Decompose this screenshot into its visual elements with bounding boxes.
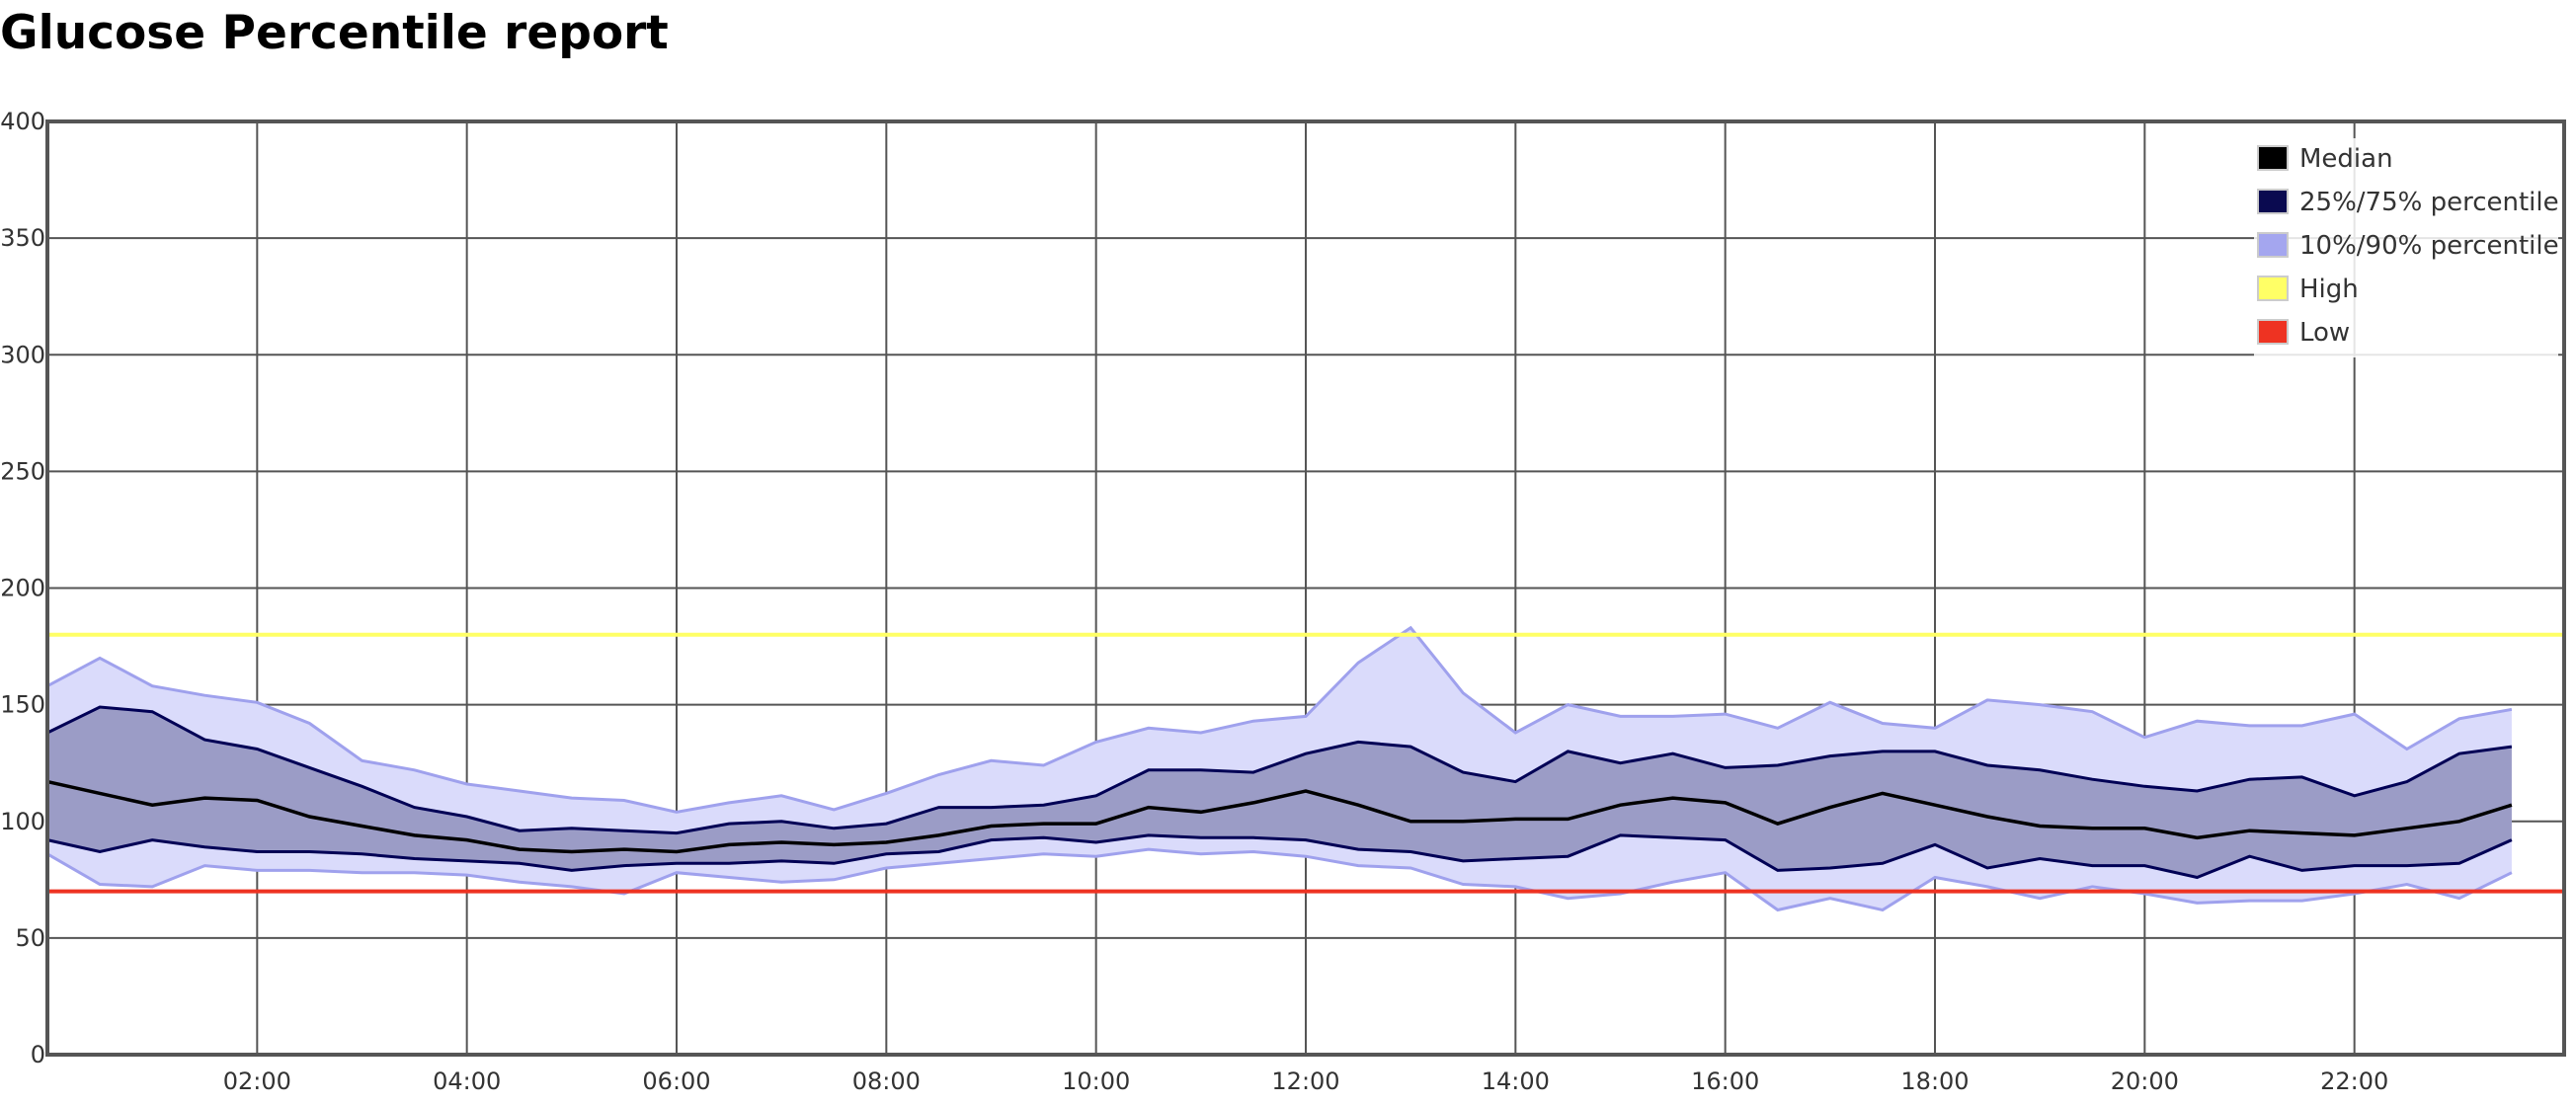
y-tick-label: 350: [0, 224, 45, 252]
y-tick-label: 0: [31, 1041, 45, 1068]
line-10-percentile: [46, 847, 2513, 912]
line-75-percentile: [46, 705, 2513, 835]
y-tick-label: 250: [0, 457, 45, 485]
x-axis-tick-labels: 02:00 04:00 06:00 08:00 10:00 12:00 14:00 16:00…: [223, 1067, 2389, 1095]
x-tick-label: 16:00: [1691, 1067, 1759, 1095]
legend-swatch: [2257, 276, 2289, 301]
percentile-bands: [46, 625, 2513, 912]
line-25-percentile: [46, 833, 2513, 880]
page-title: Glucose Percentile report: [0, 6, 669, 60]
y-tick-label: 200: [0, 575, 45, 602]
x-tick-label: 22:00: [2320, 1067, 2388, 1095]
plot-border: [45, 119, 2566, 1057]
x-tick-label: 20:00: [2111, 1067, 2179, 1095]
series-lines: [46, 632, 2564, 894]
legend: Median 25%/75% percentile 10%/90% percenti…: [2254, 138, 2559, 357]
y-tick-label: 50: [15, 924, 45, 952]
x-tick-label: 12:00: [1271, 1067, 1339, 1095]
x-tick-label: 18:00: [1900, 1067, 1969, 1095]
legend-label: Median: [2299, 144, 2393, 174]
y-tick-label: 100: [0, 808, 45, 835]
legend-label: High: [2299, 275, 2359, 304]
line-90-percentile: [46, 625, 2513, 814]
legend-label: Low: [2299, 318, 2350, 348]
legend-label: 10%/90% percentile: [2299, 231, 2559, 261]
y-tick-label: 300: [0, 341, 45, 368]
y-axis-tick-labels: 0 50 100 150 200 250 300 350 400: [0, 108, 45, 1068]
legend-swatch: [2257, 319, 2289, 345]
grid-lines: [47, 120, 2564, 1056]
x-tick-label: 14:00: [1482, 1067, 1550, 1095]
y-tick-label: 400: [0, 108, 45, 135]
x-tick-label: 06:00: [642, 1067, 710, 1095]
legend-background: [2254, 138, 2558, 357]
x-tick-label: 04:00: [433, 1067, 501, 1095]
legend-swatch: [2257, 232, 2289, 258]
x-tick-label: 02:00: [223, 1067, 291, 1095]
legend-label: 25%/75% percentile: [2299, 188, 2559, 217]
median-line: [46, 779, 2513, 854]
plot-frame: [45, 119, 2566, 1057]
y-tick-label: 150: [0, 691, 45, 719]
legend-swatch: [2257, 189, 2289, 214]
x-tick-label: 08:00: [852, 1067, 921, 1095]
band-25-75: [47, 707, 2512, 878]
x-tick-label: 10:00: [1062, 1067, 1130, 1095]
legend-swatch: [2257, 145, 2289, 171]
